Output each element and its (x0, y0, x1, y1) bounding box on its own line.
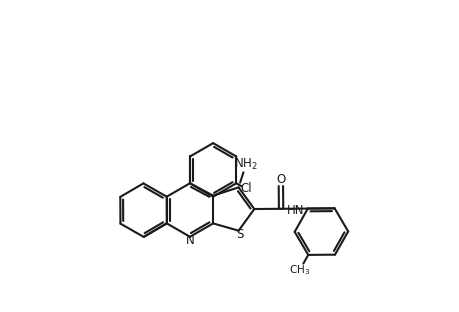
Text: Cl: Cl (240, 182, 252, 195)
Text: S: S (236, 228, 244, 241)
Text: O: O (276, 173, 285, 186)
Text: NH$_2$: NH$_2$ (234, 157, 258, 172)
Text: HN: HN (287, 204, 305, 217)
Text: N: N (185, 234, 194, 247)
Text: CH$_3$: CH$_3$ (289, 264, 310, 277)
